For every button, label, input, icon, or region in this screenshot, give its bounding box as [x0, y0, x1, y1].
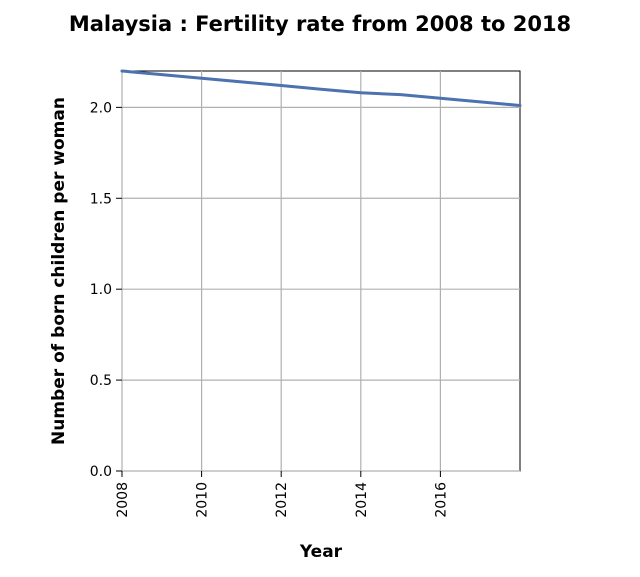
chart-title: Malaysia : Fertility rate from 2008 to 2… — [69, 12, 571, 36]
y-tick-label: 1.0 — [90, 282, 112, 298]
y-tick-label: 1.5 — [90, 191, 112, 207]
y-tick-label: 0.0 — [90, 464, 112, 480]
y-tick-label: 2.0 — [90, 100, 112, 116]
y-tick-label: 0.5 — [90, 373, 112, 389]
y-axis-label: Number of born children per woman — [49, 97, 69, 445]
x-tick-label: 2012 — [274, 482, 290, 518]
plot-area — [122, 71, 520, 471]
x-tick-label: 2008 — [115, 482, 131, 518]
x-tick-label: 2014 — [354, 482, 370, 518]
x-tick-label: 2010 — [195, 482, 211, 518]
x-axis-label: Year — [299, 542, 343, 562]
x-tick-label: 2016 — [433, 482, 449, 518]
